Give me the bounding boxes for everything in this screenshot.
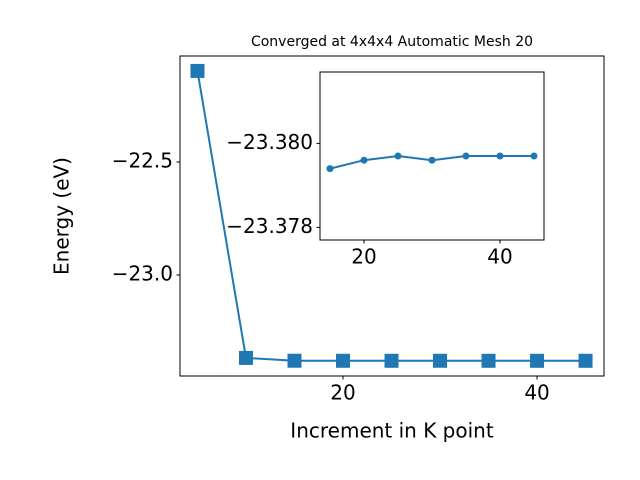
marker xyxy=(578,353,593,368)
y-axis-label: Energy (eV) xyxy=(50,157,74,275)
y-tick-label: −22.5 xyxy=(112,148,173,172)
x-tick-label: 40 xyxy=(524,381,549,405)
inset-marker xyxy=(462,152,470,160)
marker xyxy=(433,353,448,368)
plot-frame xyxy=(179,55,605,377)
inset-x-tick-label: 40 xyxy=(487,245,512,269)
marker xyxy=(238,350,253,365)
inset-y-tick-label: −23.380 xyxy=(226,130,313,154)
x-tick-label: 20 xyxy=(330,381,355,405)
marker xyxy=(190,63,205,78)
inset-marker xyxy=(360,156,368,164)
inset-marker xyxy=(428,156,436,164)
marker xyxy=(336,353,351,368)
inset-y-tick-label: −23.378 xyxy=(226,214,313,238)
inset-plot-frame xyxy=(319,71,545,241)
marker xyxy=(530,353,545,368)
inset-marker xyxy=(394,152,402,160)
inset-marker xyxy=(530,152,538,160)
x-axis-label: Increment in K point xyxy=(290,419,494,443)
marker xyxy=(481,353,496,368)
inset-marker xyxy=(326,165,334,173)
marker xyxy=(384,353,399,368)
inset-marker xyxy=(496,152,504,160)
marker xyxy=(287,353,302,368)
inset-x-tick-label: 20 xyxy=(351,245,376,269)
y-tick-label: −23.0 xyxy=(112,261,173,285)
chart-title: Converged at 4x4x4 Automatic Mesh 20 xyxy=(251,34,533,50)
